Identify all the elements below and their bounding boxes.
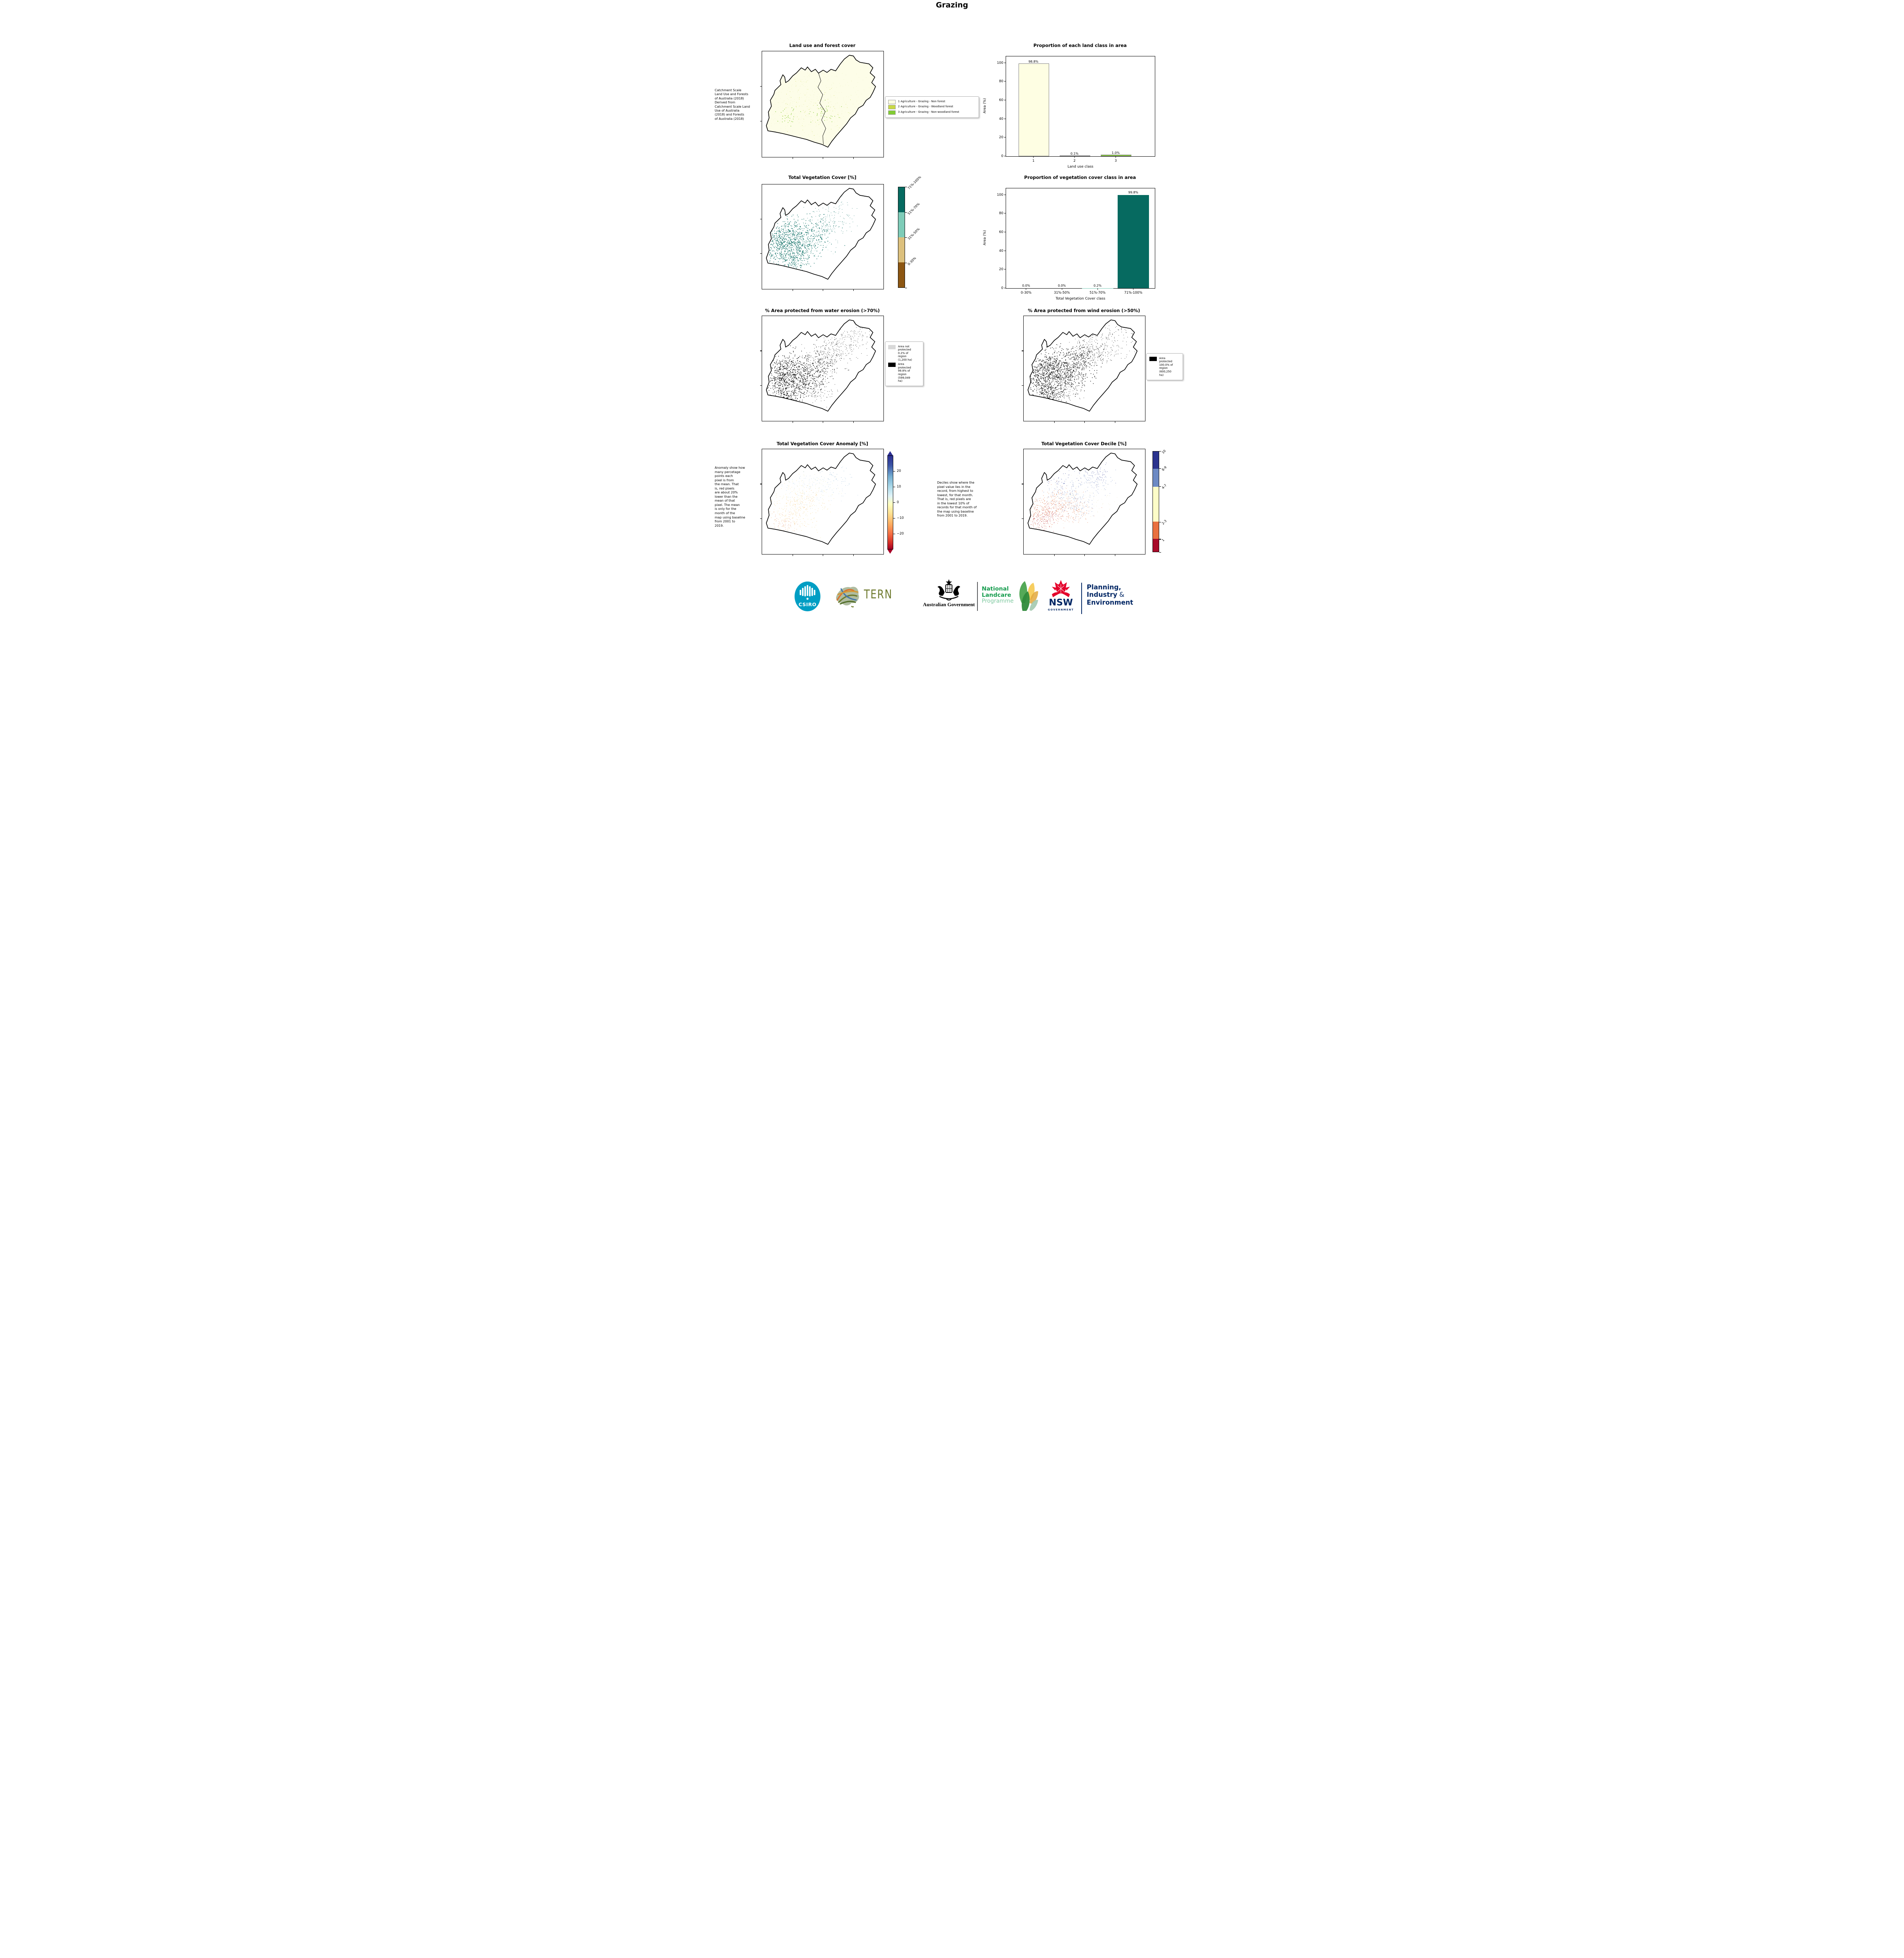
csiro-label: CSIRO: [798, 601, 817, 607]
landclass-chart-title: Proportion of each land class in area: [1033, 43, 1127, 48]
bar-2: [1059, 155, 1090, 156]
legend-item: Area protected 100.0% of region (600,250…: [1149, 356, 1180, 377]
x-axis-label: Total Vegetation Cover class: [1055, 297, 1106, 301]
water-legend: Area not protected 0.2% of region (1,200…: [885, 341, 923, 387]
legend-label: Area protected 100.0% of region (600,250…: [1159, 356, 1173, 377]
bar-value-1: 98.8%: [1028, 60, 1039, 63]
landcare-line3: Programme: [982, 598, 1014, 605]
water-map: [760, 316, 884, 423]
legend-item: 3 Agriculture - Grazing - Non-woodland f…: [888, 110, 976, 115]
bar-value-2: 0.1%: [1070, 152, 1078, 155]
landuse-map: [760, 51, 884, 159]
legend-label: 1 Agriculture - Grazing - Non forest: [898, 99, 945, 103]
landcare-label: National Landcare Programme: [982, 586, 1013, 605]
decile-map: [1022, 449, 1145, 556]
vegcover-colorbar: 71%-100% 51%-70% 31%-50% 0-30%: [898, 175, 922, 289]
landcare-leaves: [1016, 579, 1038, 612]
decile-map-title: Total Vegetation Cover Decile [%]: [1041, 441, 1127, 446]
anomaly-map-canvas: [762, 449, 883, 554]
page-title: Grazing: [936, 1, 968, 9]
tern-logo: TERN: [833, 583, 912, 610]
legend-swatch: [1149, 356, 1157, 361]
wind-map: [1022, 316, 1145, 423]
planning-line3: Environment: [1087, 598, 1133, 606]
legend-label: 3 Agriculture - Grazing - Non-woodland f…: [898, 110, 959, 114]
ausgov-crest: [932, 579, 966, 602]
bar-value-71%-100%: 99.8%: [1128, 191, 1138, 195]
vegcover-map-title: Total Vegetation Cover [%]: [788, 175, 856, 180]
footer-divider-2: [1081, 583, 1082, 614]
vegcover-map-canvas: [762, 184, 883, 289]
coat-of-arms-icon: [938, 579, 960, 601]
ausgov-label: Australian Government: [923, 601, 975, 607]
anomaly-colorbar: 20 10 0 −10 −20: [887, 451, 904, 554]
bar-1: [1018, 63, 1049, 156]
landcare-line2: Landcare: [982, 592, 1012, 599]
footer-logos: CSIRO TERN: [714, 576, 1190, 623]
anomaly-map: [760, 449, 884, 556]
bar-71%-100%: [1118, 195, 1149, 288]
legend-swatch: [888, 345, 896, 349]
nsw-label: NSW: [1049, 598, 1073, 608]
legend-item: 2 Agriculture - Grazing - Woodland fores…: [888, 105, 976, 109]
vegclass-chart: 0 20 40 60 80 100 0.0% 0-30% 0.0% 31%-50% 0.2% 51%-…: [997, 188, 1155, 301]
tern-australia-icon: [836, 587, 859, 607]
vegclass-chart-title: Proportion of vegetation cover class in …: [1024, 175, 1136, 180]
planning-line1: Planning,: [1087, 583, 1121, 591]
csiro-logo: CSIRO: [794, 581, 821, 612]
legend-item: Area not protected 0.2% of region (1,200…: [888, 345, 920, 362]
bar-value-31%-50%: 0.0%: [1058, 284, 1066, 287]
footer-divider-1: [977, 582, 978, 611]
legend-swatch: [888, 99, 896, 104]
landclass-ylabel: Area (%): [983, 98, 987, 114]
legend-label: 2 Agriculture - Grazing - Woodland fores…: [898, 105, 954, 108]
legend-item: Area protected 99.8% of region (599,049 …: [888, 363, 920, 383]
landuse-source-note: Catchment Scale Land Use and Forests of …: [715, 89, 750, 121]
anomaly-map-title: Total Vegetation Cover Anomaly [%]: [777, 441, 868, 446]
decile-map-canvas: [1024, 449, 1145, 554]
x-axis-label: Land use class: [1068, 165, 1093, 169]
wind-map-canvas: [1024, 316, 1145, 421]
legend-swatch: [888, 105, 896, 109]
legend-swatch: [888, 363, 896, 367]
decile-note: Deciles show where the pixel value lies …: [937, 481, 977, 518]
vegcover-map: [760, 184, 884, 291]
bar-value-3: 1.0%: [1111, 151, 1120, 155]
legend-label: Area protected 99.8% of region (599,049 …: [898, 363, 911, 383]
landuse-map-title: Land use and forest cover: [789, 43, 856, 48]
vegclass-ylabel: Area (%): [983, 230, 987, 246]
nsw-label-block: NSW GOVERNMENT: [1046, 598, 1076, 612]
wind-legend: Area protected 100.0% of region (600,250…: [1146, 353, 1183, 380]
landclass-chart: 0 20 40 60 80 100 98.8% 1 0.1% 2 1.0% 3 Land use cla…: [997, 56, 1155, 169]
nsw-government-label: GOVERNMENT: [1048, 608, 1074, 611]
bar-3: [1101, 154, 1132, 156]
planning-label: Planning, Industry & Environment: [1087, 583, 1133, 606]
landuse-map-canvas: [762, 51, 883, 157]
anomaly-note: Anomaly show how many percetage points e…: [715, 466, 745, 527]
leaf-fan-icon: [1019, 581, 1038, 611]
legend-swatch: [888, 110, 896, 115]
landuse-legend: 1 Agriculture - Grazing - Non forest 2 Ag…: [885, 96, 979, 118]
wind-map-title: % Area protected from wind erosion (>50%…: [1028, 308, 1140, 313]
nsw-waratah: [1050, 580, 1072, 598]
bar-value-0-30%: 0.0%: [1022, 284, 1030, 287]
landcare-line1: National: [982, 586, 1009, 592]
water-map-title: % Area protected from water erosion (>70…: [765, 308, 880, 313]
legend-label: Area not protected 0.2% of region (1,200…: [898, 345, 912, 362]
bar-value-51%-70%: 0.2%: [1093, 284, 1102, 287]
legend-item: 1 Agriculture - Grazing - Non forest: [888, 99, 976, 104]
planning-line2: Industry &: [1087, 591, 1125, 599]
figure-grazing: Grazing Land use and forest cover Catchm…: [714, 0, 1190, 627]
water-map-canvas: [762, 316, 883, 421]
csiro-mark-icon: [795, 582, 820, 611]
tern-label: TERN: [864, 587, 893, 601]
waratah-icon: [1051, 580, 1070, 598]
decile-colorbar: 10 8-9 4-7 2-3 1: [1153, 449, 1167, 553]
